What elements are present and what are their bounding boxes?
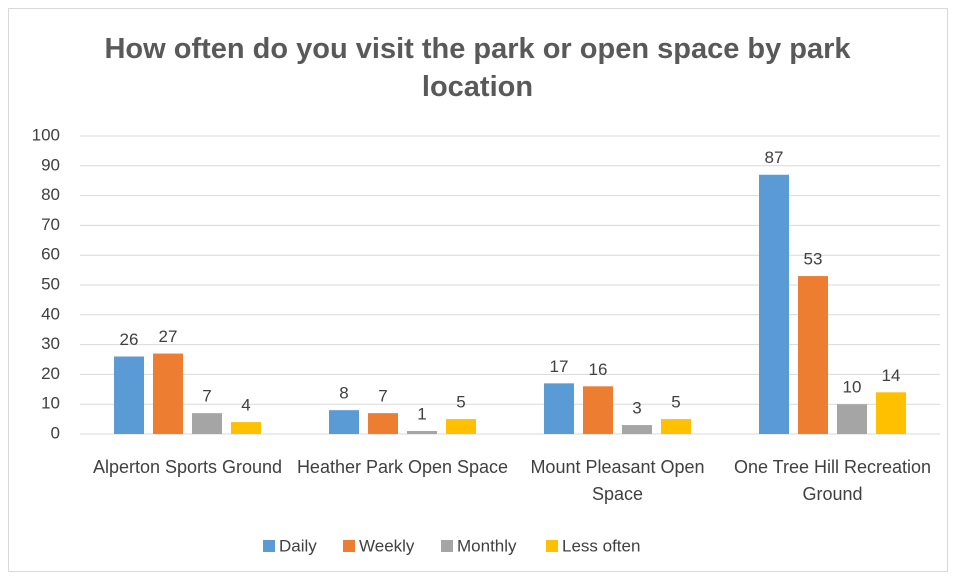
bar: [446, 419, 476, 434]
y-tick-label: 20: [41, 364, 60, 383]
y-tick-label: 40: [41, 304, 60, 323]
y-tick-label: 100: [32, 125, 60, 144]
data-label: 8: [339, 384, 348, 403]
bar: [544, 383, 574, 434]
data-label: 1: [417, 405, 426, 424]
bar: [329, 410, 359, 434]
legend-swatch: [263, 540, 275, 552]
bar: [153, 353, 183, 434]
data-label: 4: [241, 396, 250, 415]
bar: [583, 386, 613, 434]
data-label: 10: [843, 378, 862, 397]
data-label: 5: [671, 393, 680, 412]
legend-label: Weekly: [359, 536, 415, 555]
chart-border: [8, 8, 948, 572]
data-label: 87: [765, 148, 784, 167]
chart-title: How often do you visit the park or open …: [104, 33, 851, 103]
bar: [876, 392, 906, 434]
bar: [759, 174, 789, 435]
y-tick-label: 90: [41, 155, 60, 174]
bar: [622, 425, 652, 434]
y-tick-label: 80: [41, 185, 60, 204]
legend-swatch: [441, 540, 453, 552]
bar: [368, 413, 398, 434]
y-tick-label: 50: [41, 274, 60, 293]
bar: [192, 413, 222, 434]
x-tick-label: Alperton Sports Ground: [92, 457, 283, 477]
legend-swatch: [343, 540, 355, 552]
y-tick-label: 60: [41, 245, 60, 264]
bar: [231, 422, 261, 434]
data-label: 3: [632, 399, 641, 418]
bar: [114, 356, 144, 434]
data-label: 16: [589, 360, 608, 379]
legend-label: Daily: [279, 536, 317, 555]
x-tick-label: One Tree Hill Recreation Ground: [733, 457, 932, 504]
data-label: 5: [456, 393, 465, 412]
y-tick-label: 30: [41, 334, 60, 353]
bar: [661, 419, 691, 434]
data-label: 27: [159, 327, 178, 346]
bar: [798, 276, 828, 434]
legend-label: Less often: [562, 536, 640, 555]
data-label: 7: [202, 387, 211, 406]
y-tick-label: 70: [41, 215, 60, 234]
data-label: 14: [882, 366, 901, 385]
data-label: 26: [120, 330, 139, 349]
y-tick-label: 10: [41, 394, 60, 413]
legend-label: Monthly: [457, 536, 517, 555]
legend-swatch: [546, 540, 558, 552]
x-tick-label: Heather Park Open Space: [296, 457, 509, 477]
x-tick-label: Mount Pleasant Open Space: [530, 457, 705, 504]
bar: [837, 404, 867, 434]
y-tick-label: 0: [51, 423, 60, 442]
bar: [407, 431, 437, 434]
data-label: 17: [550, 357, 569, 376]
data-label: 53: [804, 250, 823, 269]
data-label: 7: [378, 387, 387, 406]
